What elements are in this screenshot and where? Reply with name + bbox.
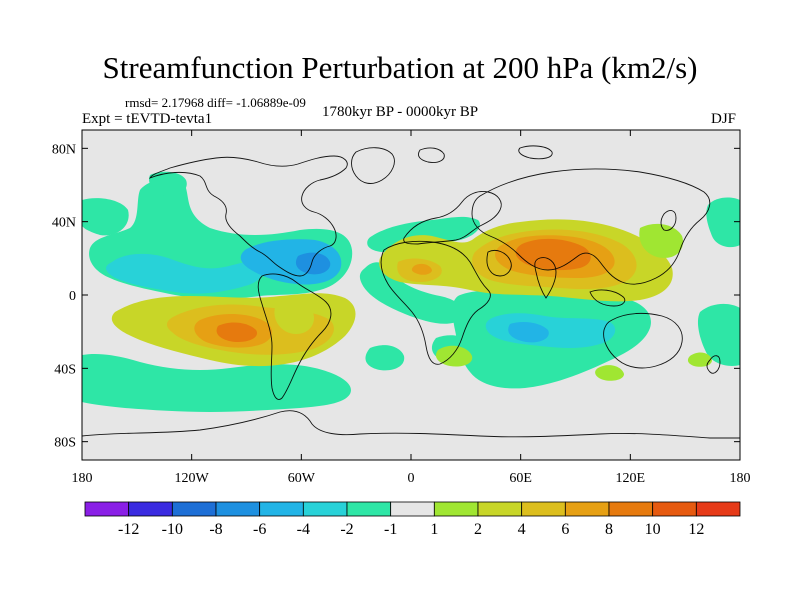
colorbar-box-0 bbox=[84, 501, 130, 517]
contour-south-indian-blue bbox=[508, 322, 549, 343]
x-tick-label: 180 bbox=[72, 471, 93, 486]
coast-africa bbox=[380, 240, 491, 365]
colorbar-box-7 bbox=[390, 501, 435, 517]
colorbar-box-12 bbox=[608, 501, 654, 517]
colorbar-box-6 bbox=[346, 501, 392, 517]
contour-southern-ocean bbox=[82, 353, 351, 412]
colorbar-box-9 bbox=[477, 501, 523, 517]
colorbar-label: -1 bbox=[384, 521, 397, 538]
colorbar-label: -8 bbox=[209, 521, 222, 538]
contour-southeast-pacific-peak bbox=[216, 322, 258, 342]
x-tick-label: 120E bbox=[616, 471, 646, 486]
coastlines bbox=[82, 145, 740, 439]
contour-fills bbox=[82, 171, 740, 412]
colorbar-label: 4 bbox=[518, 521, 526, 538]
x-axis-ticks: 180 120W 60W 0 60E 120E 180 bbox=[72, 130, 751, 486]
coast-indonesia bbox=[589, 289, 626, 307]
colorbar-label: -2 bbox=[340, 521, 353, 538]
contour-australia-south bbox=[595, 365, 624, 381]
x-tick-label: 0 bbox=[408, 471, 415, 486]
colorbar-box-4 bbox=[259, 501, 304, 517]
rmsd-diff-label: rmsd= 2.17968 diff= -1.06889e-09 bbox=[125, 95, 306, 110]
coast-india bbox=[534, 257, 557, 299]
contour-west-pacific bbox=[639, 223, 684, 258]
colorbar-label: 12 bbox=[688, 521, 704, 538]
y-tick-label: 40N bbox=[52, 216, 76, 231]
coast-arctic-islands bbox=[417, 147, 445, 163]
coast-arabia bbox=[486, 249, 512, 277]
coast-asia bbox=[471, 168, 711, 285]
y-tick-label: 80N bbox=[52, 142, 76, 157]
contour-central-pacific-north bbox=[706, 197, 740, 248]
coast-antarctica bbox=[82, 410, 740, 439]
colorbar-label: -12 bbox=[118, 521, 139, 538]
coast-greenland bbox=[351, 147, 395, 184]
colorbar-box-13 bbox=[652, 501, 697, 517]
colorbar-box-3 bbox=[215, 501, 261, 517]
contour-eurasia-peak bbox=[515, 238, 591, 271]
colorbar-label: -10 bbox=[162, 521, 183, 538]
colorbar: -12 -10 -8 -6 -4 -2 -1 1 2 4 6 8 10 12 bbox=[84, 501, 741, 538]
colorbar-box-5 bbox=[302, 501, 348, 517]
contour-north-africa-core bbox=[411, 263, 432, 275]
experiment-label: Expt = tEVTD-tevta1 bbox=[82, 111, 213, 127]
contour-caribbean-deep bbox=[295, 252, 331, 275]
colorbar-label: -6 bbox=[253, 521, 266, 538]
colorbar-box-14 bbox=[695, 501, 741, 517]
contour-west-pacific-south-pos bbox=[687, 352, 712, 367]
contour-tropical-atlantic bbox=[359, 262, 464, 324]
y-tick-label: 80S bbox=[54, 436, 76, 451]
chart-title: Streamfunction Perturbation at 200 hPa (… bbox=[102, 50, 698, 85]
coast-south-america bbox=[257, 273, 332, 400]
coast-europe bbox=[403, 191, 502, 245]
coast-new-zealand bbox=[706, 355, 721, 374]
colorbar-label: 8 bbox=[605, 521, 613, 538]
colorbar-box-11 bbox=[564, 501, 610, 517]
colorbar-label: -4 bbox=[297, 521, 310, 538]
x-tick-label: 60W bbox=[288, 471, 316, 486]
x-tick-label: 180 bbox=[730, 471, 751, 486]
colorbar-label: 6 bbox=[561, 521, 569, 538]
coast-north-america bbox=[149, 155, 348, 277]
colorbar-label: 10 bbox=[645, 521, 661, 538]
contour-west-pacific-south bbox=[697, 303, 740, 366]
x-tick-label: 120W bbox=[175, 471, 210, 486]
colorbar-box-1 bbox=[128, 501, 173, 517]
y-axis-ticks: 80N 40N 0 40S 80S bbox=[52, 142, 740, 451]
contour-south-atlantic bbox=[365, 345, 405, 371]
y-tick-label: 0 bbox=[69, 289, 76, 304]
colorbar-box-10 bbox=[521, 501, 566, 517]
colorbar-box-2 bbox=[171, 501, 217, 517]
colorbar-label: 1 bbox=[430, 521, 438, 538]
colorbar-box-8 bbox=[433, 501, 479, 517]
contour-eastern-pacific-cyan bbox=[106, 253, 266, 294]
y-tick-label: 40S bbox=[54, 362, 76, 377]
contour-south-pacific-east bbox=[149, 171, 187, 197]
coast-arctic-islands-2 bbox=[518, 145, 553, 160]
contour-northwest-pacific-neg bbox=[82, 198, 129, 236]
contour-south-america bbox=[274, 299, 315, 334]
coast-australia bbox=[603, 312, 683, 369]
season-label: DJF bbox=[711, 111, 737, 127]
coast-japan bbox=[660, 210, 677, 231]
colorbar-label: 2 bbox=[474, 521, 482, 538]
period-label: 1780kyr BP - 0000kyr BP bbox=[322, 104, 479, 120]
x-tick-label: 60E bbox=[509, 471, 532, 486]
